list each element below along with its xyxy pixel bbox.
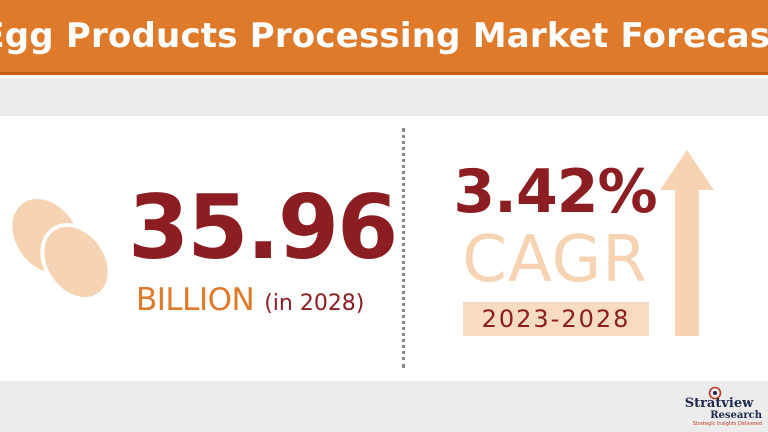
page-title: Egg Products Processing Market Forecast — [0, 16, 768, 56]
market-size-unit: BILLION — [136, 282, 255, 318]
cagr-label: CAGR — [462, 223, 648, 297]
header-banner: Egg Products Processing Market Forecast — [0, 0, 768, 75]
bottom-gray-band — [0, 381, 768, 432]
logo-sub: Research — [710, 410, 762, 421]
market-size-value: 35.96 — [128, 176, 398, 279]
top-gray-band — [0, 78, 768, 116]
cagr-period: 2023-2028 — [481, 305, 631, 333]
eggs-icon — [12, 198, 112, 300]
market-size-year-note: (in 2028) — [264, 291, 365, 316]
cagr-value: 3.42% — [453, 157, 657, 227]
dotted-divider — [402, 128, 405, 368]
market-size-unit-row: BILLION (in 2028) — [136, 282, 386, 318]
cagr-period-badge: 2023-2028 — [463, 302, 649, 336]
logo-mark-icon — [708, 386, 722, 400]
up-arrow-icon — [660, 150, 714, 336]
logo-tagline: Strategic Insights Delivered — [692, 421, 762, 427]
logo-brand: Stratview — [684, 396, 754, 411]
logo: Stratview Research Strategic Insights De… — [672, 386, 762, 428]
